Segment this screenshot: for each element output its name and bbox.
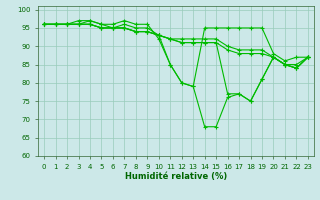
X-axis label: Humidité relative (%): Humidité relative (%) [125,172,227,181]
